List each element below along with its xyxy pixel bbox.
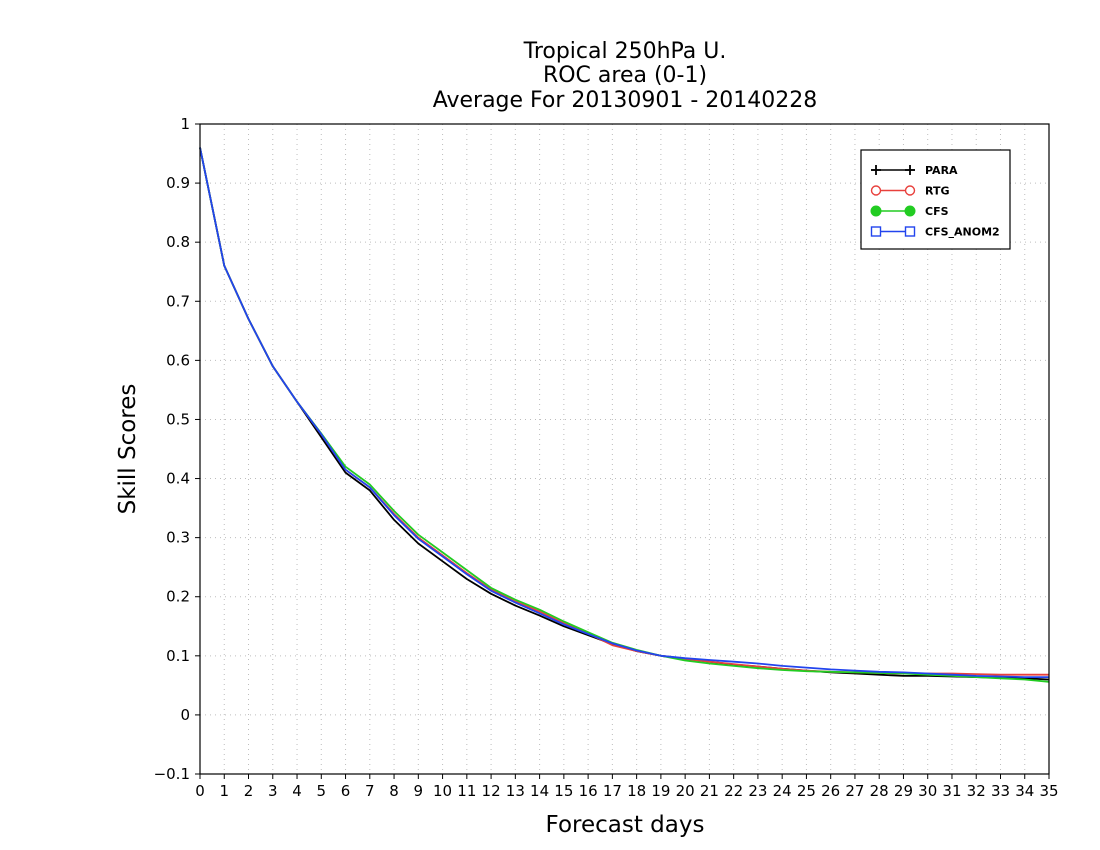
x-tick-label: 1 [219,782,229,800]
x-tick-label: 11 [457,782,476,800]
x-tick-label: 3 [268,782,278,800]
x-tick-label: 20 [676,782,695,800]
x-tick-label: 30 [918,782,937,800]
x-tick-label: 12 [482,782,501,800]
x-tick-label: 6 [341,782,351,800]
x-tick-label: 29 [894,782,913,800]
legend-entry-para: PARA [871,164,958,177]
x-tick-label: 4 [292,782,302,800]
y-tick-label: 0.3 [166,529,190,547]
plot-frame [199,123,1050,775]
x-tick-label: 2 [244,782,254,800]
y-tick-label: 0.9 [166,174,190,192]
legend-marker-plus [871,165,881,175]
y-tick-label: 0 [180,706,190,724]
y-tick-label: 0.1 [166,647,190,665]
x-tick-label: 14 [530,782,549,800]
x-tick-label: 22 [724,782,743,800]
axis-ticks: 0 1 2 3 4 5 6 7 8 9 10 11 12 13 14 15 16 17 18 19 20 21 22 23 24… [154,115,1059,800]
x-tick-label: 25 [797,782,816,800]
x-tick-label: 26 [821,782,840,800]
x-tick-label: 5 [317,782,327,800]
grid [200,124,1049,774]
legend-label: RTG [925,185,950,198]
x-tick-label: 32 [967,782,986,800]
legend-marker-circle [904,185,916,196]
x-tick-label: 9 [414,782,424,800]
x-tick-label: 17 [603,782,622,800]
x-tick-label: 23 [748,782,767,800]
x-tick-label: 16 [579,782,598,800]
x-tick-label: 28 [870,782,889,800]
x-tick-label: 10 [433,782,452,800]
x-tick-label: 0 [195,782,205,800]
legend-marker-square [870,226,882,237]
legend-box [860,149,1011,250]
legend-entry-cfs: CFS [870,205,949,218]
y-tick-label: 0.8 [166,233,190,251]
legend-marker-circle [870,185,882,196]
x-tick-label: 24 [773,782,792,800]
legend: PARA RTG CFS CFS_ANOM2 [860,149,1011,250]
x-tick-label: 8 [389,782,399,800]
x-tick-label: 7 [365,782,375,800]
y-tick-label: 0.6 [166,351,190,369]
chart-title-line-2: ROC area (0-1) [543,63,707,88]
x-tick-label: 18 [627,782,646,800]
x-tick-label: 15 [554,782,573,800]
y-tick-label: 0.5 [166,410,190,428]
legend-marker-dot [870,205,882,217]
x-tick-label: 31 [942,782,961,800]
y-tick-label: 0.2 [166,588,190,606]
legend-label: CFS_ANOM2 [925,226,1000,239]
legend-label: PARA [925,164,958,177]
legend-entry-rtg: RTG [870,185,950,198]
series-lines [199,147,1050,683]
y-tick-label: −0.1 [154,765,190,783]
series-line-cfs-anom2 [199,147,1049,678]
x-tick-label: 21 [700,782,719,800]
legend-label: CFS [925,205,949,218]
x-tick-label: 13 [506,782,525,800]
legend-marker-square [904,226,916,237]
chart-title-line-1: Tropical 250hPa U. [523,39,727,64]
x-tick-label: 34 [1015,782,1034,800]
legend-entry-cfs-anom2: CFS_ANOM2 [870,226,1000,239]
x-axis-label: Forecast days [546,812,705,838]
x-tick-label: 19 [651,782,670,800]
y-tick-label: 1 [180,115,190,133]
y-tick-label: 0.7 [166,292,190,310]
chart-title-line-3: Average For 20130901 - 20140228 [433,88,818,113]
x-tick-label: 33 [991,782,1010,800]
legend-marker-dot [904,205,916,217]
y-tick-label: 0.4 [166,470,190,488]
x-tick-label: 35 [1039,782,1058,800]
y-axis-label: Skill Scores [115,384,141,515]
x-tick-label: 27 [845,782,864,800]
legend-marker-plus [905,165,915,175]
